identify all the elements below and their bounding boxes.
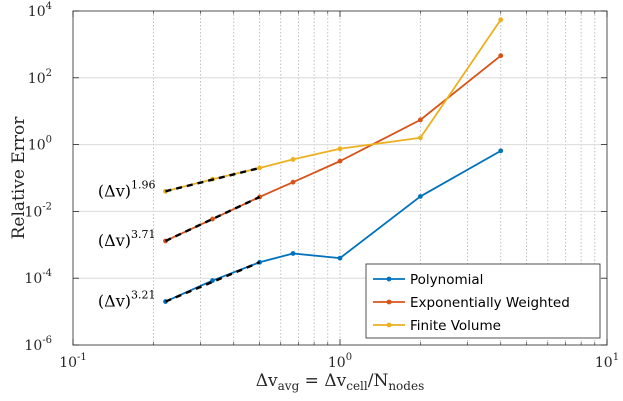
y-tick-label-base: 10: [28, 4, 46, 20]
y-tick-label: 104: [28, 1, 52, 20]
x-tick-label: 100: [328, 352, 352, 371]
y-tick-label-base: 10: [24, 204, 42, 220]
legend-swatch-marker: [386, 276, 392, 282]
data-point: [257, 165, 263, 171]
data-point: [337, 158, 343, 164]
tick-marks: [72, 10, 608, 346]
y-tick-label-base: 10: [24, 271, 42, 287]
x-axis-label-sub2: cell: [346, 379, 368, 393]
y-tick-label-exp: 2: [46, 68, 52, 79]
y-tick-label: 10-2: [24, 201, 52, 220]
x-axis-label-sub1: avg: [278, 379, 300, 393]
x-tick-labels: 10-1 100 101: [59, 352, 619, 371]
y-tick-label-exp: 0: [46, 135, 52, 146]
y-tick-label-exp: -2: [42, 201, 52, 212]
data-point: [417, 135, 423, 141]
x-axis-label-mid: = Δv: [299, 371, 346, 391]
data-point: [290, 251, 296, 256]
fit-annotation: (Δv)3.71: [98, 228, 156, 250]
fit-annotation: (Δv)1.96: [98, 178, 156, 200]
fit-annotation: (Δv)3.21: [98, 289, 156, 311]
fit-annotation-base: (Δv): [98, 181, 131, 200]
x-tick-label-exp: 0: [346, 352, 352, 363]
fit-annotation-base: (Δv): [98, 292, 131, 311]
fit-annotation-exp: 1.96: [131, 178, 156, 191]
fit-annotation-base: (Δv): [98, 231, 131, 250]
x-axis-label-main: Δv: [256, 371, 278, 391]
x-tick-label-base: 10: [59, 355, 77, 371]
y-tick-label-base: 10: [28, 71, 46, 87]
legend-items: Polynomial Exponentially Weighted Finite V…: [373, 272, 570, 334]
data-point: [290, 157, 296, 162]
x-axis-label-sub3: nodes: [388, 379, 424, 393]
data-point: [498, 17, 504, 23]
fit-line: [165, 166, 260, 193]
data-point: [337, 255, 343, 261]
y-tick-label: 102: [28, 68, 52, 87]
x-tick-label: 101: [595, 352, 619, 371]
fit-annotations: (Δv)1.96(Δv)3.71(Δv)3.21: [98, 178, 156, 310]
x-axis-label: Δvavg = Δvcell/Nnodes: [256, 371, 424, 393]
y-tick-label-base: 10: [24, 338, 42, 354]
data-point: [337, 146, 343, 152]
x-tick-label-exp: -1: [77, 352, 87, 363]
legend-label: Polynomial: [410, 272, 483, 288]
x-tick-label-base: 10: [595, 355, 613, 371]
fit-line-overlays: [164, 166, 261, 303]
y-tick-label: 10-6: [24, 335, 52, 354]
y-tick-label-exp: -6: [42, 335, 52, 346]
data-point: [210, 216, 215, 222]
data-point: [417, 117, 423, 123]
y-tick-label-base: 10: [28, 138, 46, 154]
fit-annotation-exp: 3.71: [131, 228, 156, 241]
y-axis-label: Relative Error: [9, 116, 29, 240]
series-2: [163, 53, 504, 244]
y-tick-label-exp: 4: [46, 1, 52, 12]
data-point: [417, 194, 423, 199]
data-point: [498, 53, 504, 59]
x-tick-label-exp: 1: [613, 352, 619, 363]
y-tick-label: 100: [28, 135, 52, 154]
legend-label: Finite Volume: [410, 318, 501, 334]
legend-swatch-marker: [386, 322, 392, 328]
legend: Polynomial Exponentially Weighted Finite V…: [365, 263, 601, 339]
data-point: [290, 179, 296, 185]
fit-annotation-exp: 3.21: [131, 289, 156, 302]
legend-label: Exponentially Weighted: [410, 295, 570, 311]
legend-swatch-marker: [386, 299, 392, 305]
x-axis-label-tail: /N: [368, 371, 389, 391]
x-tick-label: 10-1: [59, 352, 87, 371]
data-point: [498, 148, 504, 154]
x-tick-label-base: 10: [328, 355, 346, 371]
y-tick-label-exp: -4: [42, 268, 52, 279]
y-tick-label: 10-4: [24, 268, 52, 287]
